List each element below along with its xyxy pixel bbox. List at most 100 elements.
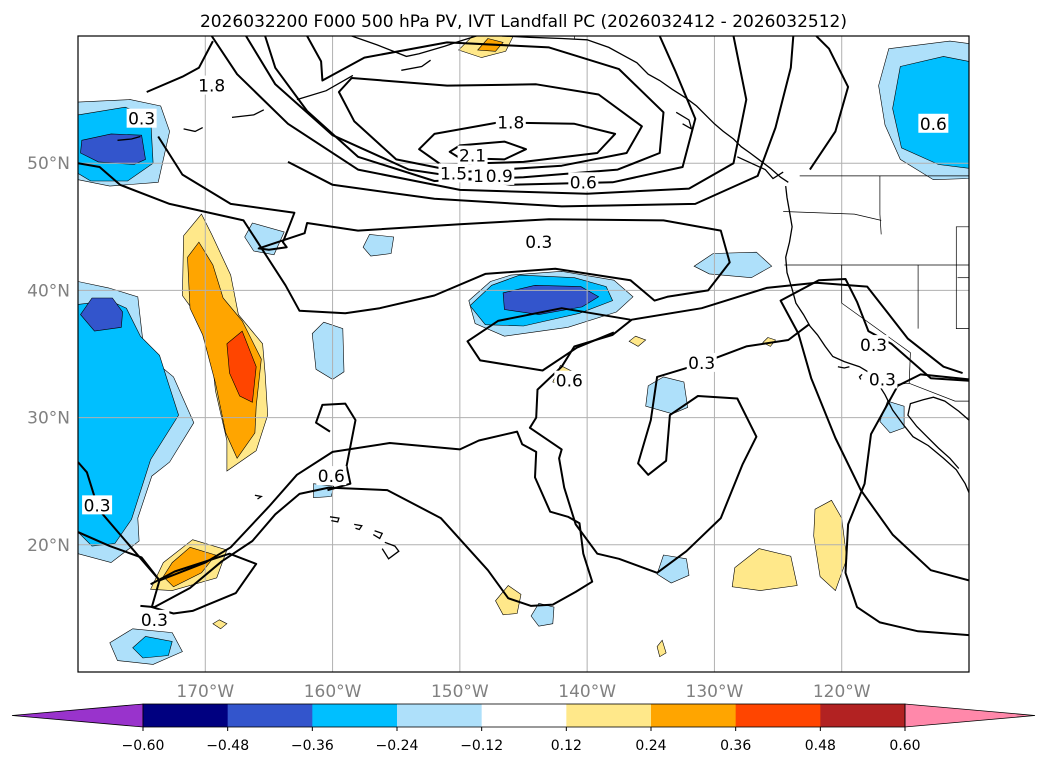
colorbar-frame	[142, 703, 906, 728]
shaded-region-18	[132, 636, 173, 659]
pv-contours	[78, 36, 969, 637]
contour-line-13	[78, 430, 594, 609]
coastline-2	[785, 186, 969, 493]
contour-label-6: 0.3	[525, 233, 552, 253]
colorbar-tick-label-6: 0.24	[635, 738, 666, 754]
contour-label-bg-15	[126, 108, 157, 128]
contour-label-9: 0.3	[860, 336, 887, 356]
chart-title: 2026032200 F000 500 hPa PV, IVT Landfall…	[200, 12, 847, 32]
coastline-12	[401, 59, 431, 71]
coastline-3	[907, 396, 969, 469]
colorbar-segment-3	[397, 704, 483, 727]
contour-line-8	[809, 36, 850, 171]
shaded-fields	[78, 36, 969, 665]
colorbar-extend-low	[11, 703, 144, 728]
contour-label-4: 0.9	[486, 167, 513, 187]
colorbar-segment-0	[143, 704, 229, 727]
shaded-region-36	[212, 619, 228, 630]
shaded-region-10	[362, 234, 395, 257]
contour-label-bg-10	[867, 369, 898, 389]
coastline-13	[117, 135, 141, 141]
border-4	[783, 211, 882, 221]
colorbar: −0.60 −0.48 −0.36 −0.24 −0.12 0.12 0.24 0.36 0.4…	[11, 703, 1036, 754]
contour-label-14: 1.8	[198, 77, 225, 97]
contour-line-14	[315, 402, 357, 492]
contour-label-12: 0.3	[84, 496, 111, 516]
colorbar-tick-label-0: −0.60	[122, 738, 165, 754]
x-tick-label-3: 140°W	[558, 682, 616, 702]
contour-label-5: 0.6	[570, 173, 597, 193]
contour-labels: 1.82.11.51.20.90.60.30.60.30.30.30.60.30…	[82, 75, 949, 631]
contour-line-15	[78, 531, 258, 615]
shaded-region-34	[628, 335, 647, 347]
contour-label-1: 2.1	[459, 147, 486, 167]
contour-label-bg-13	[139, 609, 170, 629]
y-tick-label-0: 20°N	[27, 536, 70, 556]
coastline-17	[858, 373, 863, 380]
coastline-8	[254, 494, 263, 500]
shaded-region-5	[80, 297, 123, 332]
shaded-region-33	[656, 639, 667, 658]
x-tick-label-0: 170°W	[176, 682, 234, 702]
contour-label-13: 0.3	[141, 611, 168, 631]
contour-line-4	[245, 36, 697, 186]
coastline-7	[381, 541, 400, 560]
y-tick-label-1: 30°N	[27, 409, 70, 429]
contour-line-6	[287, 36, 795, 208]
x-tick-label-2: 150°W	[431, 682, 489, 702]
coastline-1	[501, 36, 789, 183]
coastline-0	[351, 36, 477, 58]
colorbar-segment-2	[312, 704, 398, 727]
colorbar-extend-high	[904, 703, 1036, 728]
colorbar-segment-7	[735, 704, 821, 727]
shaded-region-11	[693, 251, 773, 279]
shaded-region-23	[187, 241, 262, 459]
gridlines	[78, 36, 969, 672]
contour-label-8: 0.3	[688, 354, 715, 374]
colorbar-segment-6	[651, 704, 737, 727]
coastline-14	[675, 111, 693, 131]
coastline-16	[837, 366, 850, 369]
contour-line-7	[78, 135, 731, 315]
shaded-region-8	[502, 284, 600, 315]
contour-label-10: 0.3	[869, 370, 896, 390]
contour-label-0: 1.8	[497, 113, 524, 133]
colorbar-segment-5	[566, 704, 652, 727]
contour-label-bg-14	[196, 75, 227, 95]
border-8	[955, 265, 969, 329]
map-panel: 1.82.11.51.20.90.60.30.60.30.30.30.60.30…	[77, 35, 970, 673]
contour-label-7: 0.6	[556, 372, 583, 392]
contour-line-12	[844, 373, 969, 637]
contour-label-bg-0	[495, 112, 526, 132]
contour-label-2: 1.5	[440, 164, 467, 184]
shaded-region-24	[226, 330, 257, 403]
colorbar-tick-label-5: 0.12	[551, 738, 582, 754]
shaded-region-20	[530, 602, 555, 627]
contour-label-bg-8	[686, 352, 717, 372]
coastline-5	[354, 523, 363, 531]
shaded-region-4	[78, 300, 179, 547]
colorbar-tick-label-8: 0.48	[805, 738, 836, 754]
y-tick-label-3: 50°N	[27, 154, 70, 174]
coastline-4	[329, 516, 340, 523]
contour-label-bg-4	[484, 165, 515, 185]
coastline-11	[296, 74, 354, 101]
colorbar-segment-8	[820, 704, 906, 727]
contour-line-0	[448, 140, 527, 161]
contour-label-11: 0.6	[318, 467, 345, 487]
contour-label-15: 0.3	[128, 110, 155, 130]
colorbar-tick-label-4: −0.12	[460, 738, 503, 754]
contour-line-16	[146, 40, 214, 93]
coastlines	[117, 36, 969, 560]
border-7	[955, 226, 969, 265]
x-tick-label-5: 120°W	[813, 682, 871, 702]
border-3	[879, 175, 882, 235]
contour-line-5	[210, 36, 748, 195]
coastline-15	[737, 156, 784, 180]
shaded-region-30	[813, 499, 848, 592]
contour-label-bg-16	[918, 113, 949, 133]
contour-label-bg-9	[858, 335, 889, 355]
contour-label-bg-6	[523, 232, 554, 252]
colorbar-tick-label-7: 0.36	[720, 738, 751, 754]
